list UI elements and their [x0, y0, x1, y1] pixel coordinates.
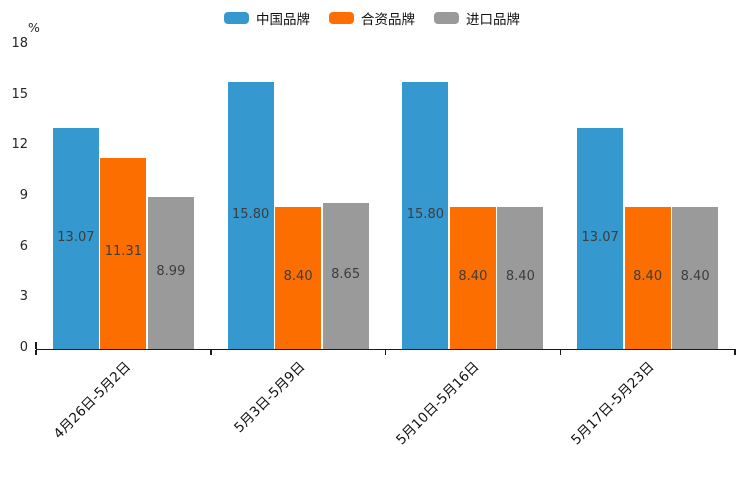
bar-series2-group4: [624, 207, 671, 349]
bar-series3-group1: [147, 197, 194, 349]
bar-value-label: 8.65: [331, 266, 361, 282]
x-category-label: 5月3日-5月9日: [231, 358, 309, 437]
y-tick-label: 6: [19, 238, 28, 254]
legend-label: 合资品牌: [361, 12, 415, 28]
legend-swatch-icon: [434, 12, 459, 24]
bar-series3-group2: [322, 202, 369, 349]
bar-value-label: 8.40: [458, 269, 488, 285]
x-axis-tick: [210, 350, 212, 355]
bar-series3-group4: [672, 207, 719, 349]
x-axis-tick: [734, 350, 736, 355]
x-category-label: 5月10日-5月16日: [393, 358, 484, 449]
bar-series1-group2: [227, 82, 274, 349]
y-tick-label: 18: [11, 36, 28, 51]
bar-series2-group2: [275, 207, 322, 349]
y-tick-label: 0: [19, 340, 28, 355]
legend-item-1: 中国品牌: [224, 8, 310, 28]
x-category-label: 4月26日-5月2日: [50, 358, 134, 443]
bar-series1-group3: [402, 82, 449, 349]
bar-value-label: 13.07: [57, 229, 95, 245]
legend-item-3: 进口品牌: [434, 8, 520, 28]
bar-value-label: 8.40: [505, 269, 535, 285]
bar-value-label: 15.80: [406, 206, 444, 222]
x-axis-tick: [384, 350, 387, 355]
y-tick-label: 9: [19, 188, 28, 203]
legend-item-2: 合资品牌: [329, 8, 415, 28]
x-category-label: 5月17日-5月23日: [568, 358, 658, 449]
y-tick-label: 3: [19, 289, 28, 305]
x-axis-line: [36, 348, 736, 350]
x-axis-tick: [35, 350, 37, 355]
bar-series2-group3: [449, 207, 496, 349]
bar-series1-group4: [577, 128, 624, 349]
y-tick-label: 12: [11, 137, 28, 153]
axis-corner-tick: [35, 342, 37, 349]
bar-value-label: 15.80: [232, 206, 270, 222]
legend-swatch-icon: [329, 12, 354, 24]
bar-series2-group1: [100, 157, 147, 349]
legend-label: 中国品牌: [256, 12, 310, 28]
bar-series3-group3: [497, 207, 544, 349]
bar-value-label: 13.07: [581, 229, 619, 245]
bar-value-label: 8.99: [156, 264, 186, 280]
legend-swatch-icon: [224, 12, 249, 24]
legend-label: 进口品牌: [466, 12, 520, 28]
bar-value-label: 11.31: [104, 244, 142, 260]
bar-value-label: 8.40: [283, 269, 313, 285]
bar-value-label: 8.40: [680, 269, 710, 285]
chart-legend: 中国品牌 合资品牌 进口品牌: [0, 8, 744, 28]
y-axis-unit-label: %: [28, 20, 40, 35]
x-axis-tick: [559, 350, 561, 355]
y-tick-label: 15: [11, 86, 28, 102]
bar-value-label: 8.40: [633, 269, 663, 285]
bar-series1-group1: [52, 128, 99, 349]
